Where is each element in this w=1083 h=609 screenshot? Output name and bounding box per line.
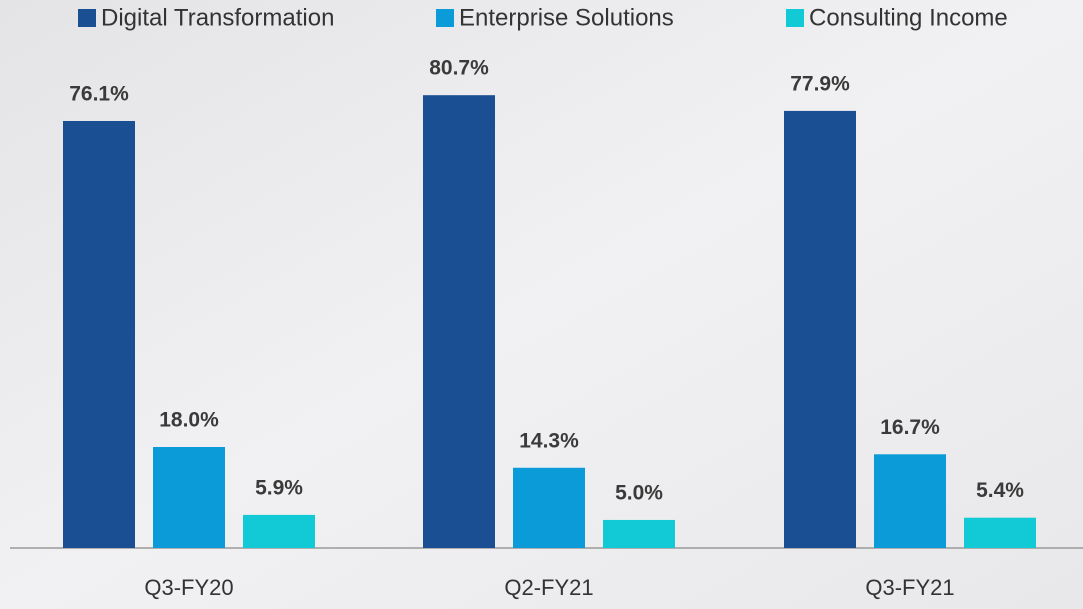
legend-label: Enterprise Solutions xyxy=(459,4,674,31)
bar xyxy=(964,517,1036,548)
x-tick-label: Q2-FY21 xyxy=(504,575,593,600)
data-label: 76.1% xyxy=(69,83,129,106)
x-tick-label: Q3-FY21 xyxy=(865,575,954,600)
data-label: 80.7% xyxy=(429,57,489,80)
bar xyxy=(513,467,585,548)
data-label: 5.9% xyxy=(255,476,303,499)
legend-label: Digital Transformation xyxy=(101,4,334,31)
bar xyxy=(603,519,675,548)
data-label: 16.7% xyxy=(880,416,940,439)
bar xyxy=(784,110,856,549)
data-label: 77.9% xyxy=(790,72,850,95)
bar xyxy=(153,447,225,548)
bar xyxy=(63,120,135,548)
legend-label: Consulting Income xyxy=(809,4,1008,31)
x-tick-label: Q3-FY20 xyxy=(144,575,233,600)
data-label: 18.0% xyxy=(159,409,219,432)
bar xyxy=(243,514,315,548)
data-label: 5.0% xyxy=(615,481,663,504)
bar xyxy=(423,95,495,548)
data-label: 14.3% xyxy=(519,429,579,452)
legend-swatch xyxy=(78,9,96,27)
legend-swatch xyxy=(436,9,454,27)
data-label: 5.4% xyxy=(976,479,1024,502)
legend-swatch xyxy=(786,9,804,27)
bar xyxy=(874,454,946,548)
